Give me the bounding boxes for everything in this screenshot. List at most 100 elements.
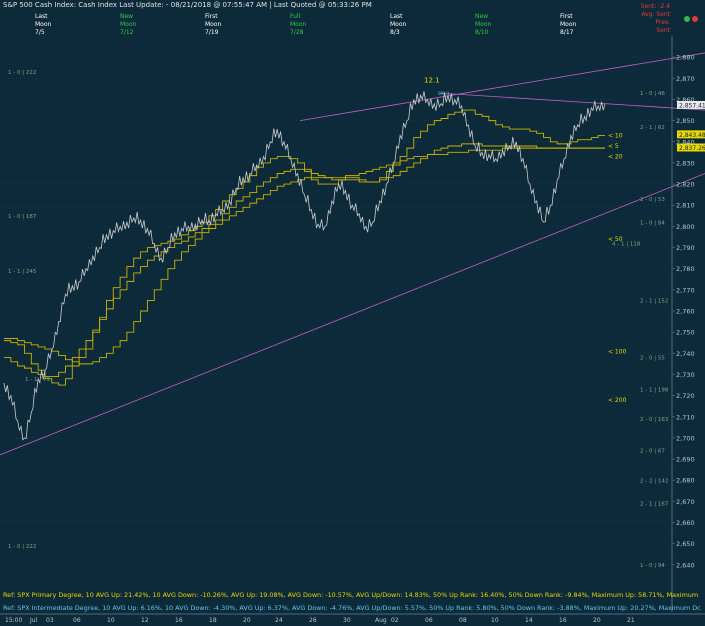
moon-cell-date: 8/17 [560, 29, 574, 36]
y-tick-label: 2,790 [676, 244, 695, 252]
price-labels: 2,857.41 2,843.48 2,837.26 [677, 100, 705, 152]
level-label: 2 - 0 | 67 [640, 449, 665, 455]
y-tick-label: 2,880 [676, 54, 695, 62]
y-tick-label: 2,800 [676, 223, 695, 231]
price-label-box [677, 100, 705, 109]
y-tick-label: 2,770 [676, 286, 695, 294]
moving-average-3 [4, 147, 605, 365]
level-label: 2 - 2 | 142 [640, 478, 668, 484]
level-label: 1 - 0 | 84 [640, 220, 665, 226]
y-tick-label: 2,720 [676, 392, 695, 400]
footer-line-primary: Ref: SPX Primary Degree, 10 AVG Up: 21.4… [3, 591, 699, 599]
y-tick-label: 2,850 [676, 117, 695, 125]
moon-cell-label: First [560, 13, 573, 20]
grid-lines [0, 36, 705, 615]
x-tick-label: 30 [343, 617, 351, 624]
ma-label: < 10 [608, 133, 623, 140]
x-tick-label: 20 [243, 617, 251, 624]
moon-cell-date: 7/5 [35, 29, 45, 36]
y-tick-label: 2,820 [676, 181, 695, 189]
x-tick-label: 16 [175, 617, 183, 624]
moon-cell-label: First [205, 13, 218, 20]
level-label: 1 - 1 | 198 [640, 387, 669, 393]
moon-cell-date: 7/12 [120, 29, 134, 36]
wave-label: 12.1 [424, 77, 440, 85]
price-label: 2,843.48 [679, 132, 705, 139]
ma-label: < 200 [608, 397, 627, 404]
moon-cell-date: 8/10 [475, 29, 489, 36]
prev-sent: Prev. Sent [655, 19, 670, 34]
y-tick-label: 2,680 [676, 477, 695, 485]
x-tick-label: 08 [459, 617, 467, 624]
y-tick-label: 2,670 [676, 498, 695, 506]
x-tick-label: 10 [491, 617, 499, 624]
x-tick-label: 06 [73, 617, 81, 624]
y-tick-label: 2,830 [676, 159, 695, 167]
moon-cell-label: New [120, 13, 134, 20]
toolbar-icon[interactable] [683, 10, 699, 22]
moon-cell-phase: Moon [390, 21, 407, 28]
y-axis: 2,640 2,650 2,660 2,670 2,680 2,690 2,700 2,710… [672, 54, 695, 569]
moon-cell-date: 7/19 [205, 29, 219, 36]
level-label: 2 - 0 | 55 [640, 356, 665, 362]
lower-trendline [0, 173, 705, 456]
ma-labels: < 10 < 5 < 20 < 50 < 100 < 200 [608, 133, 627, 404]
annotations: 12.1 SPX:1 [424, 77, 450, 97]
moon-cell-label: New [475, 13, 489, 20]
x-tick-label: Aug [375, 617, 387, 624]
y-tick-label: 2,640 [676, 561, 695, 569]
price-series [3, 91, 606, 441]
level-label: 1 - 0 | 222 [8, 70, 36, 76]
y-tick-label: 2,870 [676, 75, 695, 83]
x-tick-label: 24 [275, 617, 283, 624]
y-tick-label: 2,650 [676, 540, 695, 548]
upper-trendline [299, 52, 705, 122]
level-label: 1 - 0 | 222 [8, 544, 36, 550]
y-tick-label: 2,690 [676, 456, 695, 464]
y-tick-label: 2,730 [676, 371, 695, 379]
level-label: 1 - 1 | 245 [8, 269, 37, 275]
price-label: 2,857.41 [679, 102, 705, 109]
y-tick-label: 2,840 [676, 138, 695, 146]
level-label: 1 - 0 | 94 [640, 563, 665, 569]
chart-title: S&P 500 Cash Index: Cash Index Last Upda… [3, 1, 372, 9]
level-label: 2 - 0 | 53 [640, 197, 665, 203]
x-tick-label: 10 [107, 617, 115, 624]
ma-label: < 50 [608, 236, 623, 243]
moon-cell-phase: Moon [290, 21, 307, 28]
moon-cell-phase: Moon [475, 21, 492, 28]
level-label: 2 - 1 | 167 [640, 502, 669, 508]
sent-status: Sent: -2.4 Avg. Sent Prev. Sent [640, 3, 670, 35]
x-tick-label: 21 [627, 617, 635, 624]
sent-value: Sent: -2.4 [640, 3, 670, 10]
moon-cell-label: Last [35, 13, 48, 20]
y-tick-label: 2,760 [676, 308, 695, 316]
x-tick-label: 20 [593, 617, 601, 624]
y-tick-label: 2,710 [676, 413, 695, 421]
y-tick-label: 2,810 [676, 202, 695, 210]
level-label: 2 - 0 | 163 [640, 417, 669, 423]
trendlines [0, 52, 705, 456]
x-tick-label: 03 [46, 617, 54, 624]
level-label: 4 - 1 | 118 [612, 241, 641, 247]
x-tick-label: Jul [29, 617, 38, 624]
y-tick-label: 2,860 [676, 96, 695, 104]
moon-cell-date: 8/3 [390, 29, 400, 36]
x-tick-label: 15:00 [5, 617, 22, 624]
x-tick-label: 18 [209, 617, 217, 624]
ma-label: < 100 [608, 348, 627, 355]
y-tick-label: 2,750 [676, 329, 695, 337]
y-tick-label: 2,660 [676, 519, 695, 527]
x-tick-label: 26 [309, 617, 317, 624]
y-tick-label: 2,700 [676, 434, 695, 442]
footer-line-intermediate: Ref: SPX Intermediate Degree, 10 AVG Up:… [3, 604, 701, 612]
y-tick-label: 2,740 [676, 350, 695, 358]
x-tick-label: 12 [141, 617, 149, 624]
avg-sent: Avg. Sent [641, 11, 670, 18]
x-axis: 15:00 Jul 03 06 10 12 16 18 20 24 26 30 Aug 02 06 08 10 1… [5, 617, 635, 624]
level-label: 1 - 0 | 187 [8, 214, 37, 220]
moon-cell-label: Last [390, 13, 403, 20]
y-tick-label: 2,780 [676, 265, 695, 273]
